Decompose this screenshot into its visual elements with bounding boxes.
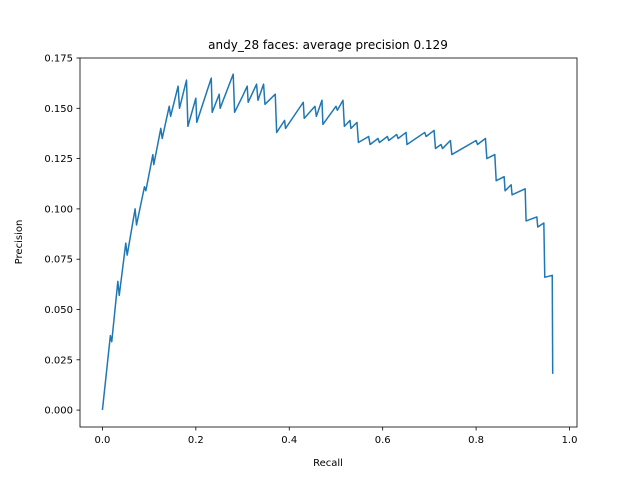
x-tick-label: 1.0 [562, 435, 578, 446]
line-series [101, 73, 554, 411]
plot-frame [79, 57, 578, 428]
x-axis-label: Recall [313, 458, 343, 469]
x-tick-label: 0.6 [375, 435, 391, 446]
chart-title: andy_28 faces: average precision 0.129 [208, 38, 448, 52]
y-tick-label: 0.050 [44, 305, 73, 316]
x-tick-label: 0.2 [188, 435, 204, 446]
y-tick-label: 0.175 [44, 54, 73, 65]
y-tick-label: 0.100 [44, 204, 73, 215]
x-tick-label: 0.0 [94, 435, 110, 446]
y-tick-label: 0.000 [44, 406, 73, 417]
y-tick-label: 0.025 [44, 355, 73, 366]
x-tick-label: 0.4 [281, 435, 297, 446]
y-tick-label: 0.125 [44, 154, 73, 165]
x-tick-label: 0.8 [468, 435, 484, 446]
y-tick-label: 0.075 [44, 255, 73, 266]
y-axis-label: Precision [14, 220, 25, 265]
y-tick-label: 0.150 [44, 104, 73, 115]
